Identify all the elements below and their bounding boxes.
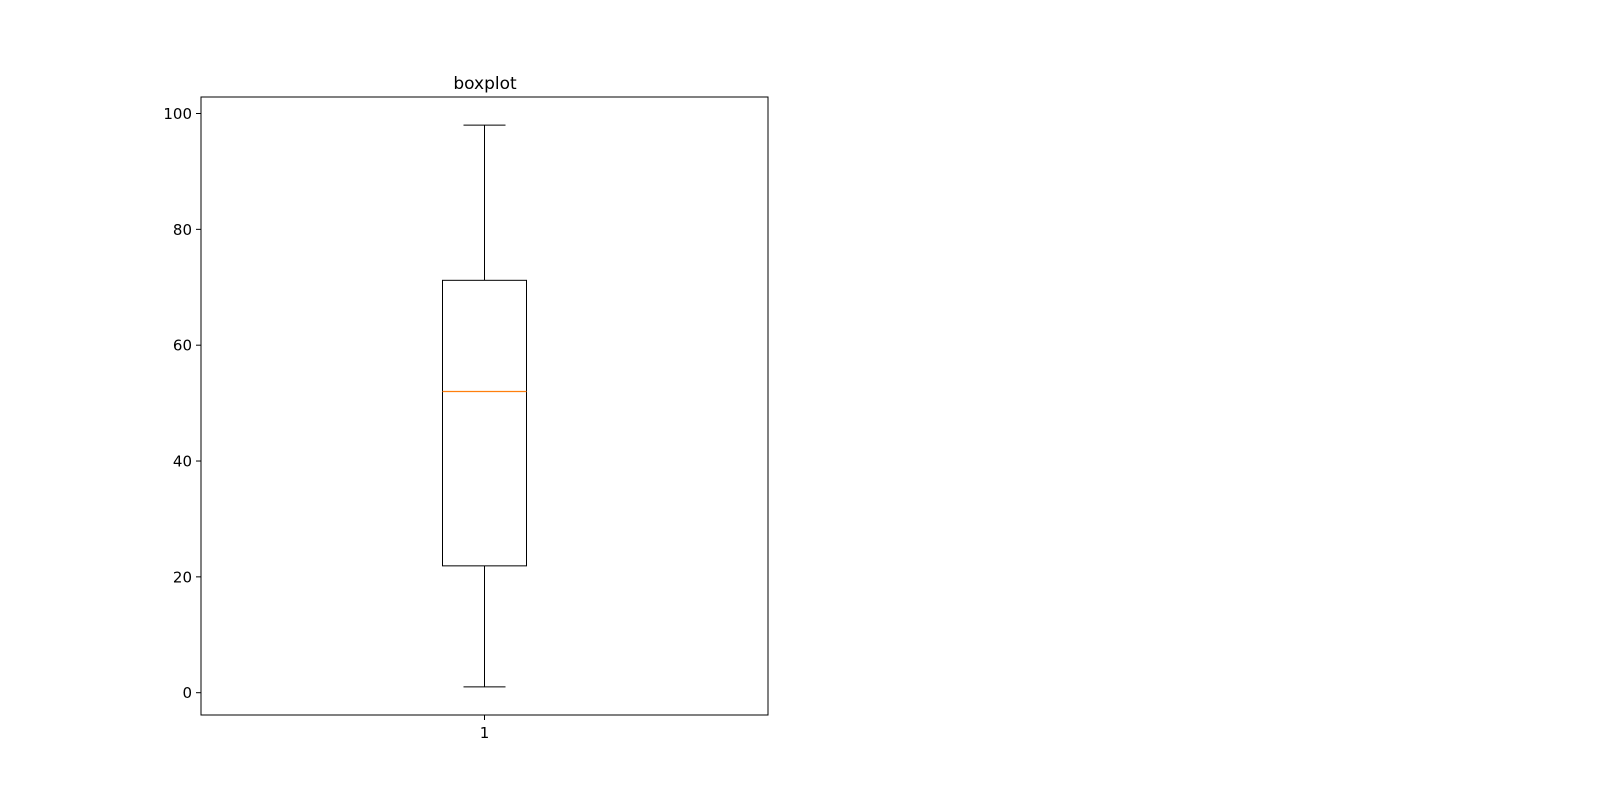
y-tick-label: 60 [173,337,192,355]
iqr-box [442,279,527,567]
y-tick-label: 0 [182,684,192,702]
y-tick-label: 100 [163,105,192,123]
y-tick-label: 20 [173,568,192,586]
y-tick-label: 80 [173,221,192,239]
chart-title: boxplot [453,74,517,94]
plot-area-frame [200,96,769,716]
x-tick-label: 1 [480,724,490,742]
y-tick-label: 40 [173,453,192,471]
